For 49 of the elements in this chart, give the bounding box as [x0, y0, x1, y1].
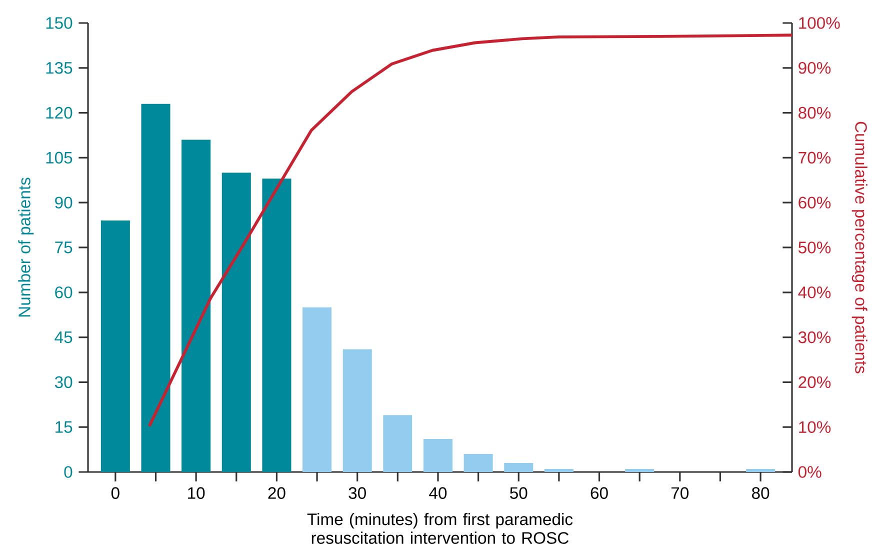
x-tick-label: 80 — [752, 487, 770, 499]
y-tick-label: 30 — [54, 376, 72, 388]
y2-tick-label: 100% — [799, 17, 840, 29]
bar — [625, 468, 654, 472]
bar — [342, 349, 372, 472]
bar — [504, 463, 534, 472]
y2-tick-label: 0% — [798, 466, 822, 478]
bar — [141, 104, 170, 472]
y2-tick-label: 50% — [798, 242, 831, 254]
y-tick-label: 60 — [55, 286, 72, 298]
x-tick-label: 10 — [188, 487, 205, 499]
bar — [222, 172, 251, 472]
bar — [746, 468, 776, 472]
y-tick-label: 105 — [46, 152, 72, 164]
y-tick-label: 75 — [55, 242, 72, 254]
y2-tick-label: 40% — [798, 286, 831, 298]
bar — [544, 468, 574, 472]
bar — [464, 454, 493, 472]
x-tick-label: 70 — [672, 487, 689, 499]
y-tick-label: 45 — [54, 331, 72, 344]
x-tick-label: 60 — [590, 487, 608, 499]
y-tick-label: 120 — [46, 106, 72, 119]
y2-tick-label: 60% — [798, 196, 831, 208]
bar — [302, 307, 332, 472]
y2-tick-label: 30% — [798, 331, 831, 344]
y-tick-label: 0 — [64, 466, 72, 478]
x-tick-label: 0 — [111, 487, 120, 499]
y2-tick-label: 80% — [798, 106, 831, 119]
y-tick-label: 90 — [55, 196, 72, 208]
bar — [100, 220, 130, 472]
bar — [262, 178, 292, 472]
y-axis-title: Number of patients — [18, 178, 34, 317]
x-tick-label: 40 — [429, 487, 447, 499]
x-tick-label: 20 — [268, 487, 286, 499]
y2-tick-label: 70% — [798, 152, 831, 164]
line-series — [148, 34, 792, 428]
y2-axis-title: Cumulative percentage of patients — [852, 122, 868, 374]
y-tick-label: 135 — [46, 62, 72, 74]
y2-tick-label: 90% — [798, 62, 831, 74]
bar — [423, 439, 453, 472]
x-axis-title: Time (minutes) from first paramedic resuscitation intervention to ROSC — [307, 512, 573, 544]
y-tick-label: 15 — [56, 421, 72, 433]
x-tick-label: 30 — [348, 487, 366, 499]
y2-tick-label: 20% — [798, 376, 831, 388]
y-tick-label: 150 — [46, 17, 72, 29]
y2-tick-label: 10% — [799, 421, 831, 433]
x-tick-label: 50 — [510, 487, 528, 499]
bar — [383, 415, 412, 472]
bar — [182, 140, 211, 472]
